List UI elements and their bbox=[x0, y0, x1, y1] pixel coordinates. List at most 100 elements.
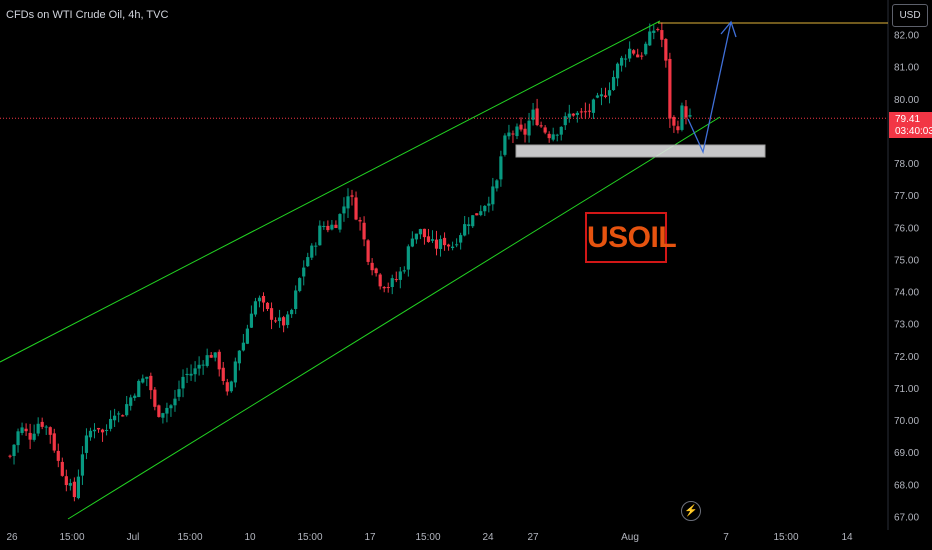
candle-body bbox=[656, 29, 660, 31]
candle-body bbox=[113, 415, 117, 421]
arrow-head bbox=[720, 20, 737, 38]
candle-body bbox=[137, 380, 141, 398]
candle-body bbox=[185, 373, 189, 376]
candle-body bbox=[475, 213, 479, 216]
candle-body bbox=[149, 375, 153, 391]
candle-body bbox=[298, 278, 302, 291]
candle-body bbox=[302, 267, 306, 277]
price-tick-label: 73.00 bbox=[894, 320, 919, 331]
candle-body bbox=[233, 361, 237, 383]
candle-body bbox=[104, 429, 109, 431]
candle-body bbox=[418, 229, 423, 235]
candle-body bbox=[20, 427, 24, 433]
projection-arrow-path bbox=[687, 21, 732, 155]
candle-body bbox=[523, 128, 527, 135]
candle-body bbox=[314, 245, 318, 247]
candle-body bbox=[370, 262, 374, 271]
candle-body bbox=[382, 287, 386, 289]
candle-body bbox=[624, 58, 628, 60]
candle-body bbox=[269, 308, 274, 320]
candle-body bbox=[636, 54, 640, 58]
candle-body bbox=[362, 222, 366, 240]
time-tick-label: 17 bbox=[364, 532, 376, 543]
candle-body bbox=[607, 90, 612, 96]
candle-body bbox=[44, 426, 48, 428]
candle-body bbox=[334, 224, 338, 229]
candle-body bbox=[503, 135, 507, 155]
candle-body bbox=[225, 382, 229, 392]
candle-body bbox=[479, 211, 483, 216]
candle-body bbox=[241, 342, 245, 351]
candle-body bbox=[487, 203, 491, 206]
candle-body bbox=[100, 429, 105, 433]
candle-body bbox=[511, 133, 515, 135]
lightning-bolt-icon[interactable]: ⚡ bbox=[681, 501, 701, 521]
candle-body bbox=[559, 126, 563, 135]
candle-body bbox=[358, 220, 362, 222]
candle-body bbox=[390, 278, 394, 288]
candle-body bbox=[684, 106, 688, 118]
candle-body bbox=[282, 317, 286, 326]
candle-body bbox=[157, 405, 161, 417]
candle-body bbox=[571, 113, 575, 116]
candle-body bbox=[56, 450, 60, 461]
time-tick-label: Jul bbox=[127, 532, 140, 543]
candle-body bbox=[117, 413, 121, 415]
candle-body bbox=[459, 235, 463, 243]
candle-body bbox=[386, 287, 390, 289]
candle-body bbox=[28, 432, 32, 440]
candle-body bbox=[294, 290, 298, 309]
price-tick-label: 76.00 bbox=[894, 223, 919, 234]
price-tick-label: 77.00 bbox=[894, 191, 919, 202]
candle-body bbox=[265, 302, 270, 309]
candle-body bbox=[322, 225, 326, 227]
candle-body bbox=[628, 48, 632, 59]
current-price-label: 79.41 03:40:03 bbox=[889, 112, 932, 138]
candle-body bbox=[96, 427, 101, 430]
candle-body bbox=[125, 404, 129, 416]
candle-body bbox=[398, 271, 402, 280]
candle-body bbox=[471, 215, 475, 227]
candle-body bbox=[539, 125, 543, 127]
time-axis[interactable]: 26 15:00 Jul 15:00 10 15:00 17 15:00 24 27 Aug 7 15:… bbox=[6, 532, 853, 543]
candle-body bbox=[290, 309, 294, 315]
candle-body bbox=[619, 57, 624, 66]
time-tick-label: 7 bbox=[723, 532, 729, 543]
candle-body bbox=[567, 113, 571, 118]
drawings bbox=[0, 20, 888, 520]
candle-body bbox=[88, 430, 93, 438]
time-tick-label: 10 bbox=[244, 532, 256, 543]
candle-body bbox=[318, 225, 322, 246]
candle-body bbox=[32, 433, 36, 440]
channel-upper-line bbox=[0, 20, 661, 363]
candle-body bbox=[442, 237, 447, 246]
candle-body bbox=[169, 405, 173, 409]
currency-button[interactable]: USD bbox=[892, 4, 928, 27]
candle-body bbox=[237, 350, 241, 364]
candle-body bbox=[410, 238, 414, 247]
candle-body bbox=[330, 224, 334, 230]
candle-body bbox=[495, 180, 499, 189]
candle-body bbox=[438, 239, 443, 250]
candle-body bbox=[342, 206, 346, 214]
candle-body bbox=[64, 476, 68, 486]
candle-body bbox=[245, 328, 249, 344]
price-axis[interactable]: 67.00 68.00 69.00 70.00 71.00 72.00 73.00 74.00… bbox=[894, 31, 919, 524]
candle-body bbox=[551, 134, 555, 140]
candle-body bbox=[434, 239, 439, 249]
candle-body bbox=[579, 111, 583, 113]
candle-body bbox=[583, 111, 587, 113]
candle-body bbox=[197, 364, 201, 369]
candle-body bbox=[181, 376, 185, 389]
candle-body bbox=[531, 109, 535, 120]
candle-body bbox=[24, 428, 28, 432]
candle-body bbox=[350, 195, 354, 197]
candle-body bbox=[161, 413, 165, 418]
candle-body bbox=[676, 126, 680, 131]
candle-body bbox=[209, 355, 213, 358]
candle-body bbox=[72, 481, 76, 498]
candle-body bbox=[286, 314, 290, 325]
candle-body bbox=[374, 268, 378, 274]
price-tick-label: 67.00 bbox=[894, 513, 919, 524]
